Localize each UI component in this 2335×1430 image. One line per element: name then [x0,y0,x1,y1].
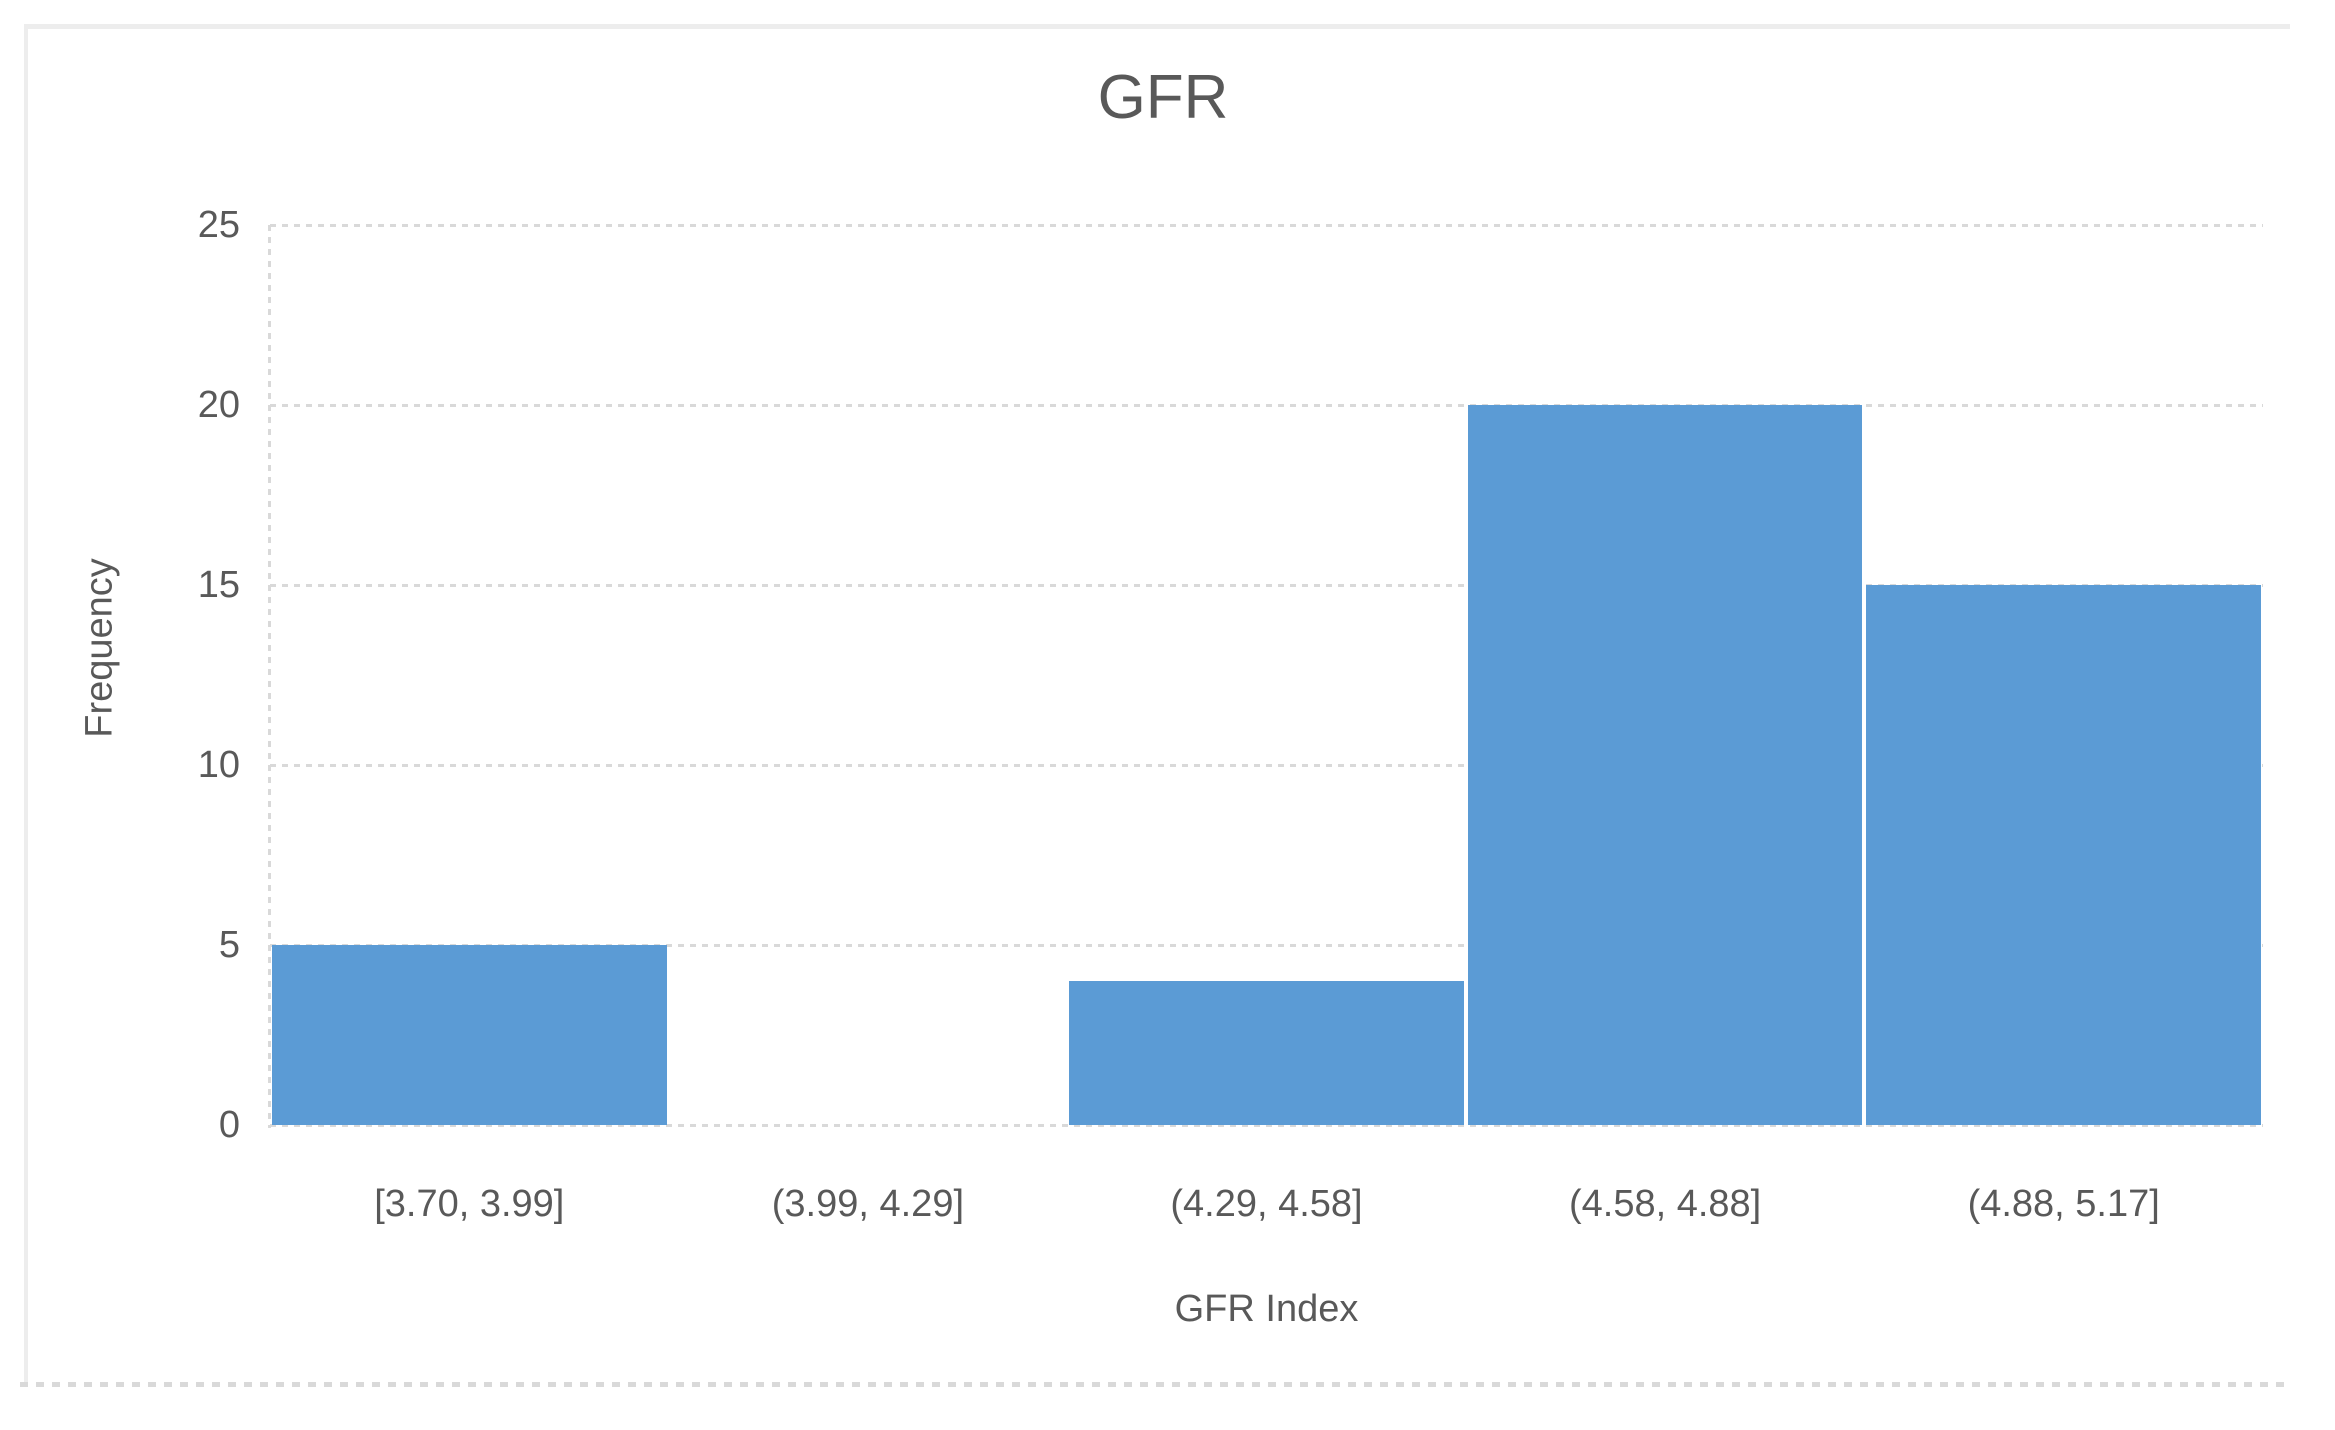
x-tick-label-4: (4.88, 5.17] [1967,1183,2160,1225]
y-axis-line [268,225,271,1128]
bar-3 [1467,405,1863,1125]
bar-4 [1866,585,2261,1125]
y-axis-title: Frequency [78,558,121,738]
y-gridline-15 [270,584,2263,587]
chart-frame-bottom-dashed-border [20,1382,2290,1387]
y-gridline-10 [270,764,2263,767]
y-gridline-25 [270,224,2263,227]
bar-0 [272,945,667,1125]
y-tick-label-5: 5 [218,924,240,966]
x-tick-label-3: (4.58, 4.88] [1568,1183,1762,1225]
y-tick-label-0: 0 [218,1104,240,1146]
x-axis-title: GFR Index [1174,1288,1359,1330]
y-gridline-5 [270,944,2263,947]
x-axis-line [270,1124,2263,1127]
chart-frame-top-border [28,24,2290,29]
y-tick-label-10: 10 [197,744,240,786]
y-tick-label-15: 15 [197,564,240,606]
x-tick-label-2: (4.29, 4.58] [1170,1183,1363,1225]
x-tick-label-1: (3.99, 4.29] [771,1183,965,1225]
chart-frame-left-border [24,24,28,1385]
y-tick-label-20: 20 [197,384,240,426]
chart-title: GFR [1097,63,1229,132]
y-tick-label-25: 25 [197,204,240,246]
y-gridline-20 [270,404,2263,407]
plot-area [268,224,2263,1128]
bar-2 [1069,981,1464,1125]
x-tick-label-0: [3.70, 3.99] [374,1183,565,1225]
